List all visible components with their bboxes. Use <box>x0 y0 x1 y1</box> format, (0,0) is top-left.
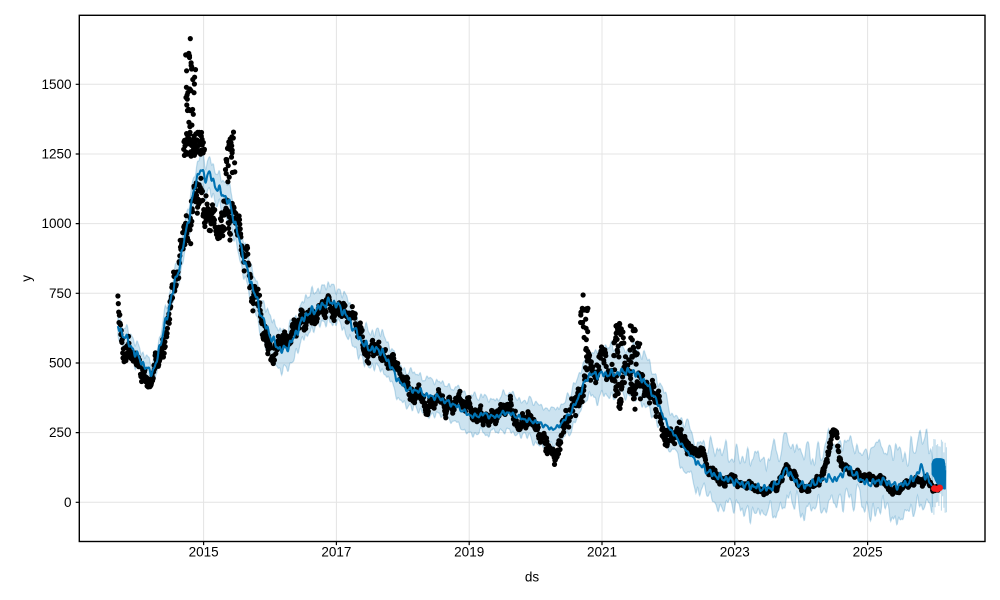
svg-text:2019: 2019 <box>454 545 484 560</box>
svg-text:2021: 2021 <box>587 545 617 560</box>
svg-text:2025: 2025 <box>853 545 883 560</box>
svg-text:500: 500 <box>49 356 72 371</box>
svg-text:1000: 1000 <box>41 216 71 231</box>
svg-text:ds: ds <box>525 570 540 585</box>
svg-text:1500: 1500 <box>41 77 71 92</box>
svg-text:250: 250 <box>49 425 72 440</box>
svg-text:2017: 2017 <box>321 545 351 560</box>
svg-text:1250: 1250 <box>41 147 71 162</box>
svg-text:0: 0 <box>64 495 72 510</box>
svg-text:2023: 2023 <box>720 545 750 560</box>
svg-text:y: y <box>19 275 34 282</box>
svg-text:750: 750 <box>49 286 72 301</box>
svg-text:2015: 2015 <box>189 545 219 560</box>
